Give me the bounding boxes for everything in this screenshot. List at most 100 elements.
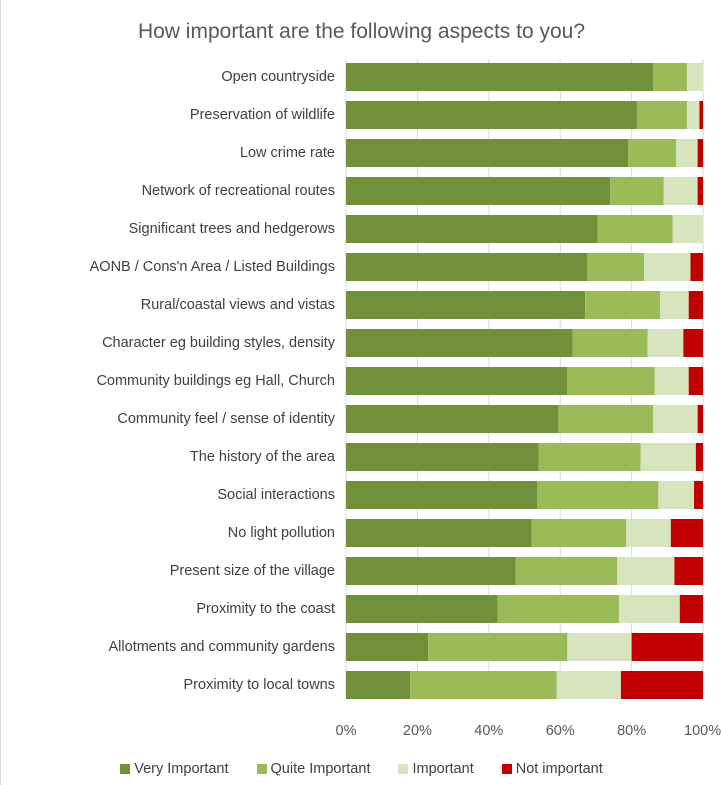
bar-segment — [679, 595, 703, 623]
legend-item: Very Important — [120, 761, 229, 777]
bar-segment — [346, 481, 537, 509]
category-label: Rural/coastal views and vistas — [140, 297, 335, 313]
bar-segment — [670, 519, 703, 547]
bar-segment — [620, 671, 703, 699]
category-label: Community buildings eg Hall, Church — [96, 373, 335, 389]
category-label: The history of the area — [189, 449, 335, 465]
bar-segment — [428, 633, 568, 661]
x-tick-label: 0% — [335, 723, 357, 739]
bar-segment — [586, 253, 645, 281]
category-label: Proximity to the coast — [196, 601, 335, 617]
bar-segment — [672, 215, 703, 243]
category-label: Present size of the village — [169, 563, 335, 579]
bar-segment — [640, 443, 696, 471]
legend-swatch — [120, 764, 131, 774]
bar-segment — [694, 481, 703, 509]
chart-title: How important are the following aspects … — [137, 20, 586, 43]
legend-item: Not important — [501, 761, 603, 777]
bar-segment — [346, 557, 516, 585]
bar-segment — [699, 101, 703, 129]
bar-segment — [536, 481, 659, 509]
legend-swatch — [501, 764, 512, 774]
bar-segment — [674, 557, 703, 585]
bar-segment — [653, 405, 698, 433]
bar-segment — [346, 291, 586, 319]
bar-segment — [619, 595, 680, 623]
bar-segment — [654, 367, 689, 395]
bar-segment — [676, 139, 698, 167]
category-label: Social interactions — [217, 487, 335, 503]
bar-segment — [346, 253, 587, 281]
bar-segment — [628, 139, 677, 167]
bar-segment — [346, 519, 532, 547]
legend-item: Important — [398, 761, 474, 777]
bar-segment — [688, 291, 703, 319]
x-tick-label: 20% — [402, 723, 432, 739]
category-label: Proximity to local towns — [183, 677, 336, 693]
bar-segment — [585, 291, 661, 319]
bar-segment — [686, 63, 703, 91]
bar-segment — [683, 329, 703, 357]
bar-segment — [610, 177, 664, 205]
bar-segment — [531, 519, 627, 547]
x-tick-label: 60% — [545, 723, 575, 739]
bar-segment — [636, 101, 687, 129]
bar-segment — [644, 253, 691, 281]
bar-segment — [617, 557, 675, 585]
bar-segment — [631, 633, 703, 661]
bar-segment — [346, 139, 629, 167]
category-label: No light pollution — [227, 525, 335, 541]
bar-segment — [346, 63, 654, 91]
legend-label: Very Important — [134, 761, 229, 777]
category-label: Allotments and community gardens — [108, 639, 335, 655]
legend-label: Quite Important — [270, 761, 371, 777]
bar-segment — [688, 367, 703, 395]
bar-segment — [690, 253, 703, 281]
legend-label: Not important — [515, 761, 603, 777]
bar-segment — [515, 557, 618, 585]
bar-segment — [346, 671, 411, 699]
bar-segment — [567, 633, 632, 661]
bar-segment — [572, 329, 648, 357]
legend-swatch — [256, 764, 267, 774]
category-label: Network of recreational routes — [141, 183, 335, 199]
bar-segment — [697, 139, 703, 167]
category-label: Character eg building styles, density — [102, 335, 335, 351]
bar-segment — [346, 443, 539, 471]
bar-segment — [567, 367, 655, 395]
legend-label: Important — [412, 761, 474, 777]
legend-swatch — [398, 764, 409, 774]
legend-item: Quite Important — [256, 761, 371, 777]
bar-segment — [410, 671, 557, 699]
category-label: Preservation of wildlife — [189, 107, 335, 123]
bar-segment — [346, 215, 598, 243]
bar-segment — [346, 101, 637, 129]
x-tick-label: 80% — [617, 723, 647, 739]
legend: Very Important Quite Important Important No… — [1, 759, 721, 779]
bar-segment — [686, 101, 700, 129]
bar-segment — [346, 329, 573, 357]
x-tick-label: 40% — [474, 723, 504, 739]
bar-segment — [346, 177, 611, 205]
bar-segment — [695, 443, 703, 471]
bar-segment — [697, 177, 703, 205]
bar-segment — [697, 405, 703, 433]
x-tick-label: 100% — [684, 723, 721, 739]
bar-segment — [346, 633, 429, 661]
bar-segment — [660, 291, 689, 319]
bar-segment — [663, 177, 698, 205]
bar-segment — [497, 595, 620, 623]
bar-segment — [346, 367, 568, 395]
bar-segment — [653, 63, 687, 91]
category-label: Low crime rate — [239, 145, 335, 161]
bar-segment — [346, 405, 559, 433]
category-label: AONB / Cons'n Area / Listed Buildings — [89, 259, 335, 275]
bar-segment — [626, 519, 671, 547]
bar-segment — [538, 443, 641, 471]
bar-segment — [647, 329, 684, 357]
bar-segment — [597, 215, 673, 243]
category-label: Community feel / sense of identity — [117, 411, 335, 427]
category-label: Open countryside — [221, 69, 335, 85]
